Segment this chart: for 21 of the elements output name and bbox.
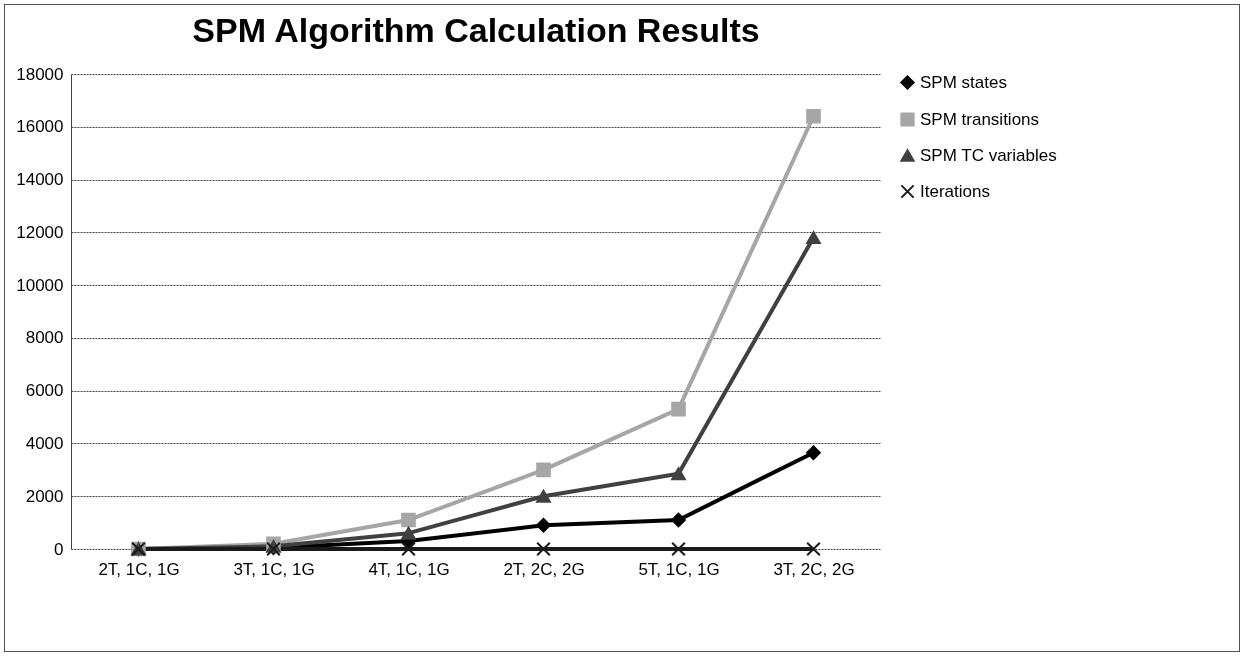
y-tick-label: 4000 [25,433,64,453]
y-tick-label: 14000 [16,170,64,190]
y-tick-label: 10000 [16,275,64,295]
y-tick-label: 16000 [16,117,64,137]
y-tick-label: 8000 [25,328,64,348]
y-tick-label: 2000 [25,486,64,506]
y-tick-label: 12000 [16,222,64,242]
x-tick-label: 2T, 2C, 2G [503,559,585,579]
legend-label: Iterations [920,181,990,201]
y-tick-label: 18000 [16,64,64,84]
legend-label: SPM TC variables [920,145,1057,165]
x-tick-label: 4T, 1C, 1G [368,559,450,579]
x-tick-label: 3T, 1C, 1G [233,559,315,579]
y-tick-label: 6000 [25,381,64,401]
legend-label: SPM states [920,72,1007,92]
x-tick-label: 5T, 1C, 1G [638,559,720,579]
x-tick-label: 3T, 2C, 2G [773,559,855,579]
legend-label: SPM transitions [920,109,1040,129]
x-tick-label: 2T, 1C, 1G [98,559,180,579]
chart-title: SPM Algorithm Calculation Results [192,11,760,49]
y-tick-label: 0 [54,539,64,559]
